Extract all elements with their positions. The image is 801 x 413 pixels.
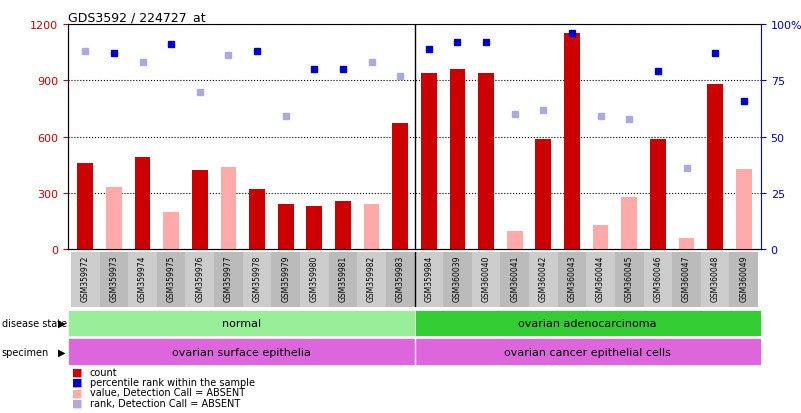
Text: GSM359975: GSM359975 (167, 255, 175, 301)
Text: disease state: disease state (2, 318, 66, 328)
Bar (443, 252, 472, 308)
Bar (392, 124, 408, 250)
Text: value, Detection Call = ABSENT: value, Detection Call = ABSENT (90, 387, 245, 397)
Bar (106, 188, 122, 250)
Text: GSM359979: GSM359979 (281, 255, 290, 301)
Bar (643, 252, 672, 308)
Text: GSM359972: GSM359972 (81, 255, 90, 301)
Bar (672, 252, 701, 308)
Text: specimen: specimen (2, 347, 49, 357)
Text: count: count (90, 367, 117, 377)
Text: GSM359974: GSM359974 (138, 255, 147, 301)
Text: GSM360046: GSM360046 (654, 255, 662, 301)
Bar (135, 158, 151, 250)
Bar (128, 252, 157, 308)
Bar (701, 252, 730, 308)
Bar (622, 197, 637, 250)
Text: GSM360040: GSM360040 (481, 255, 490, 301)
Text: GSM360043: GSM360043 (567, 255, 577, 301)
Text: rank, Detection Call = ABSENT: rank, Detection Call = ABSENT (90, 398, 240, 408)
Text: ▶: ▶ (58, 318, 65, 328)
Bar (564, 34, 580, 250)
Bar (78, 164, 93, 250)
Bar (730, 252, 758, 308)
Text: GSM360049: GSM360049 (739, 255, 748, 301)
Bar (186, 252, 214, 308)
Text: ovarian cancer epithelial cells: ovarian cancer epithelial cells (505, 347, 671, 357)
Text: normal: normal (222, 318, 261, 328)
Bar (557, 252, 586, 308)
Text: GSM360042: GSM360042 (539, 255, 548, 301)
Bar (157, 252, 186, 308)
Text: GSM360044: GSM360044 (596, 255, 605, 301)
Bar (192, 171, 207, 250)
Text: GSM359973: GSM359973 (110, 255, 119, 301)
Bar (300, 252, 328, 308)
Bar (386, 252, 414, 308)
Text: GSM360048: GSM360048 (710, 255, 719, 301)
Text: GSM359981: GSM359981 (339, 255, 348, 301)
Text: GSM359980: GSM359980 (310, 255, 319, 301)
Text: GSM359978: GSM359978 (252, 255, 262, 301)
Bar (272, 252, 300, 308)
Bar (328, 252, 357, 308)
Bar (736, 169, 751, 250)
Text: GSM360047: GSM360047 (682, 255, 691, 301)
Text: GSM360045: GSM360045 (625, 255, 634, 301)
Bar (163, 212, 179, 250)
Text: GDS3592 / 224727_at: GDS3592 / 224727_at (68, 11, 206, 24)
Bar (68, 310, 415, 337)
Bar (335, 201, 351, 250)
Text: GSM360039: GSM360039 (453, 255, 462, 301)
Bar (478, 74, 494, 250)
Bar (243, 252, 272, 308)
Text: GSM359976: GSM359976 (195, 255, 204, 301)
Bar (278, 205, 293, 250)
Bar (421, 74, 437, 250)
Text: ■: ■ (72, 367, 83, 377)
Bar (501, 252, 529, 308)
Text: ▶: ▶ (58, 347, 65, 357)
Bar (415, 310, 761, 337)
Bar (415, 339, 761, 366)
Text: ■: ■ (72, 398, 83, 408)
Bar (220, 167, 236, 250)
Bar (357, 252, 386, 308)
Text: GSM359977: GSM359977 (224, 255, 233, 301)
Bar (307, 207, 322, 250)
Bar (99, 252, 128, 308)
Text: percentile rank within the sample: percentile rank within the sample (90, 377, 255, 387)
Bar (650, 139, 666, 250)
Bar (707, 85, 723, 250)
Text: GSM359982: GSM359982 (367, 255, 376, 301)
Bar (214, 252, 243, 308)
Text: GSM359984: GSM359984 (425, 255, 433, 301)
Bar (586, 252, 615, 308)
Bar (678, 239, 694, 250)
Text: ovarian adenocarcinoma: ovarian adenocarcinoma (518, 318, 657, 328)
Bar (615, 252, 643, 308)
Bar (472, 252, 501, 308)
Text: ■: ■ (72, 377, 83, 387)
Bar (593, 225, 609, 250)
Bar (536, 139, 551, 250)
Bar (249, 190, 265, 250)
Bar (449, 70, 465, 250)
Bar (68, 339, 415, 366)
Bar (364, 205, 380, 250)
Bar (71, 252, 99, 308)
Bar (529, 252, 557, 308)
Text: ■: ■ (72, 387, 83, 397)
Text: ovarian surface epithelia: ovarian surface epithelia (172, 347, 311, 357)
Bar (507, 231, 522, 250)
Bar (415, 252, 443, 308)
Text: GSM360041: GSM360041 (510, 255, 519, 301)
Text: GSM359983: GSM359983 (396, 255, 405, 301)
